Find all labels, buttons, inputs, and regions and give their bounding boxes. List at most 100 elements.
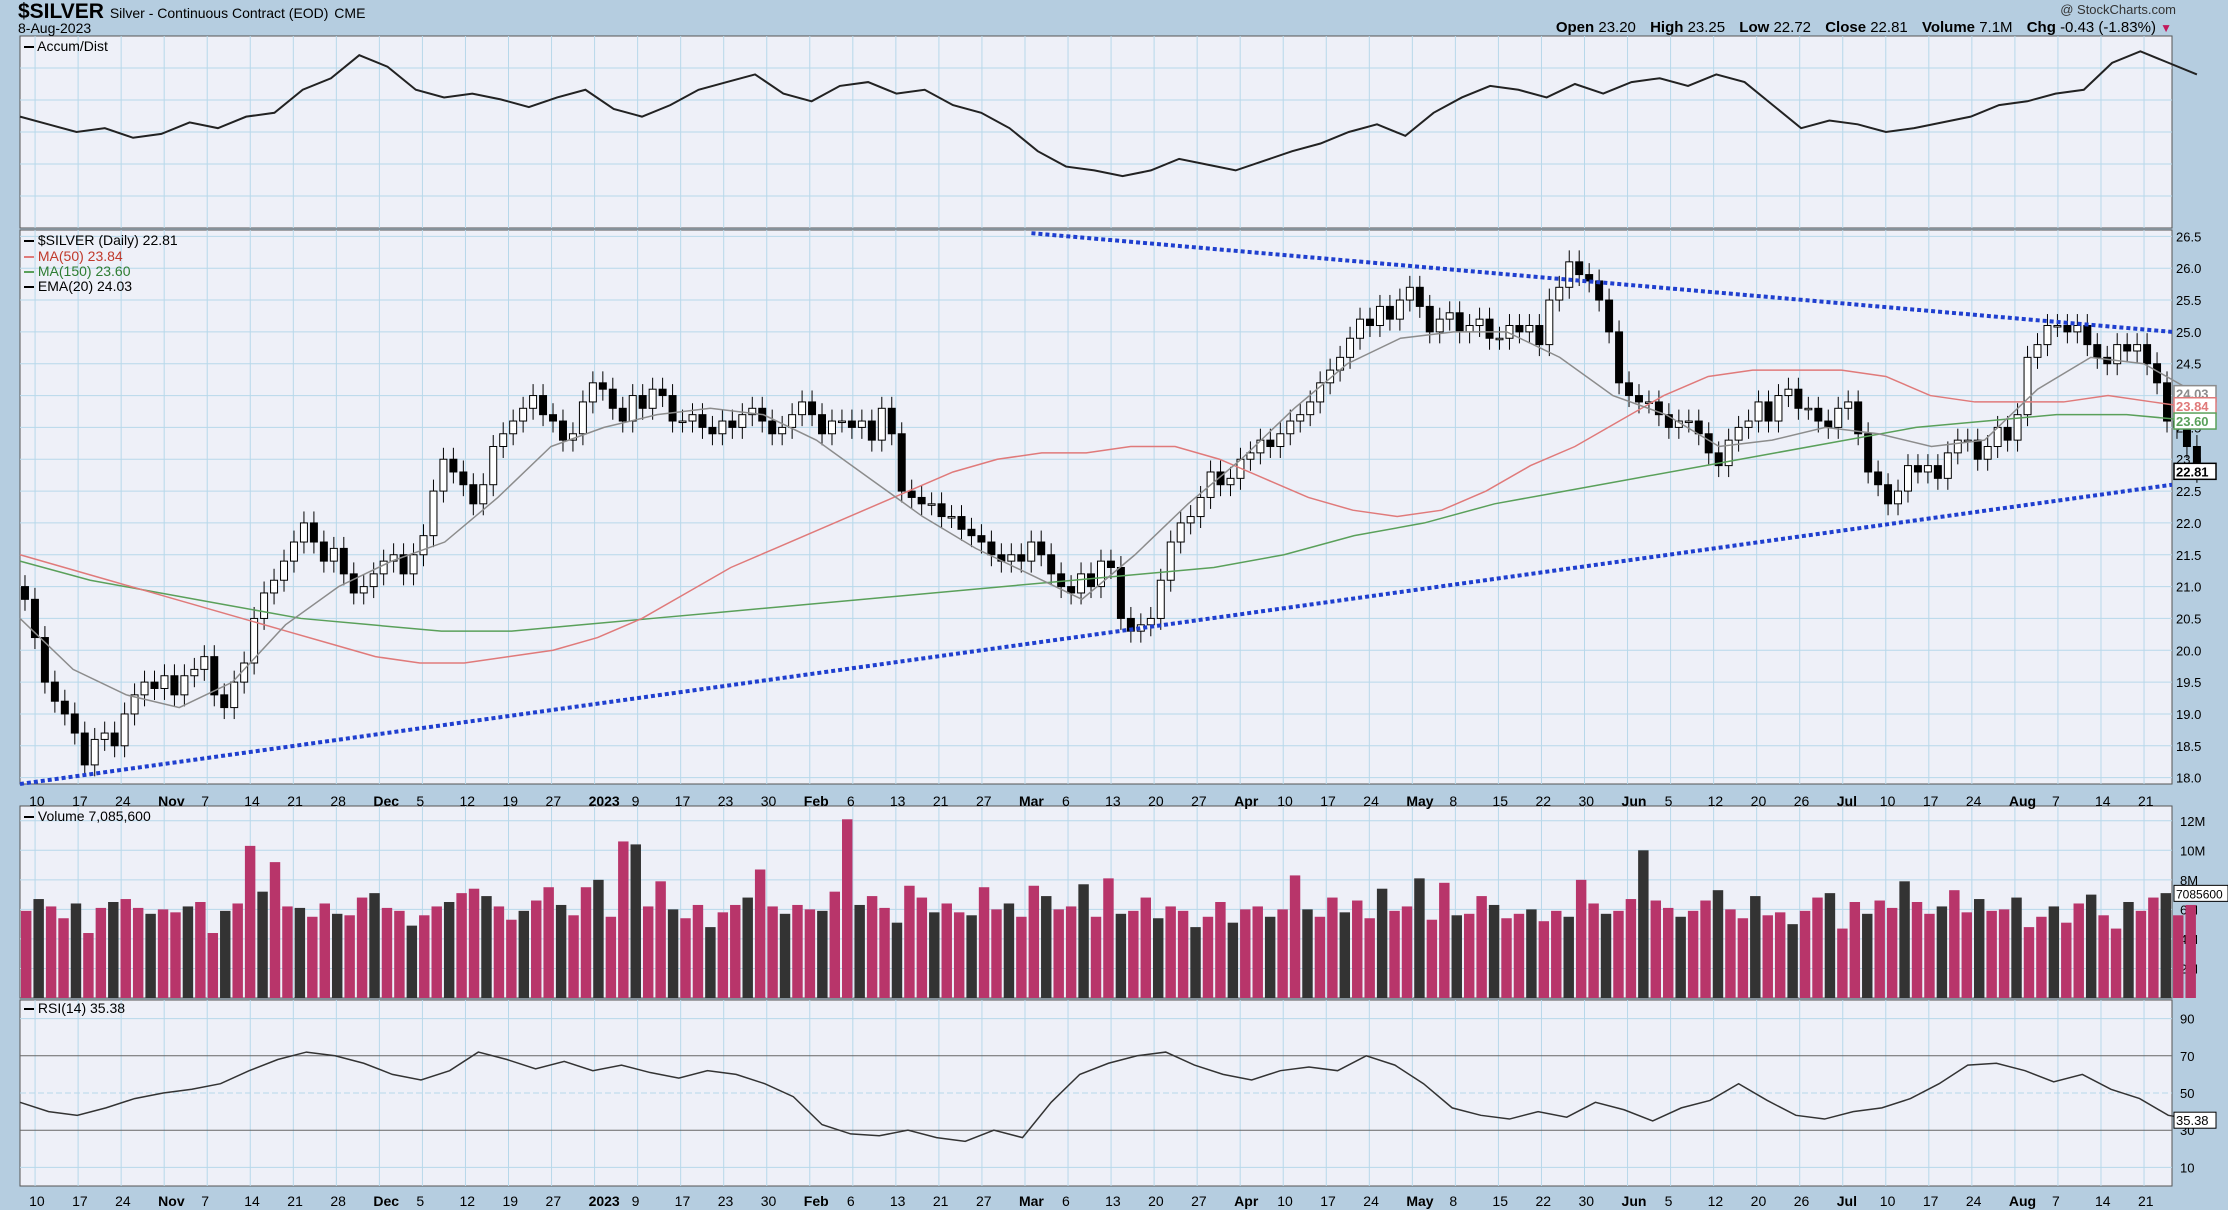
candle-body: [549, 414, 558, 422]
volume-bar: [891, 922, 903, 998]
legend-rsi-label: RSI(14) 35.38: [37, 1000, 126, 1016]
price-tick-label: 25.0: [2176, 325, 2201, 340]
date-label: 30: [761, 793, 777, 809]
symbol-description: Silver - Continuous Contract (EOD): [109, 5, 329, 21]
volume-bar: [1961, 912, 1972, 998]
volume-bar: [95, 907, 107, 998]
volume-bar: [1712, 890, 1724, 998]
high-value: 23.25: [1687, 19, 1726, 36]
candle-body: [1435, 318, 1444, 333]
candle-body: [1445, 312, 1454, 320]
candle-body: [2113, 344, 2122, 365]
volume-bar: [1911, 902, 1923, 998]
date-label: 13: [1105, 793, 1121, 809]
candle-body: [1983, 446, 1992, 460]
volume-bar: [531, 900, 542, 998]
candle-body: [1077, 573, 1086, 594]
volume-bar: [1750, 896, 1761, 998]
watermark: @ StockCharts.com: [2060, 2, 2176, 17]
date-label-bottom: 30: [761, 1193, 777, 1209]
candle-body: [349, 573, 358, 594]
volume-bar: [120, 899, 131, 998]
candle-body: [1415, 286, 1424, 307]
volume-bar: [1638, 850, 1649, 998]
volume-bar: [307, 916, 318, 998]
volume-tick-label: 12M: [2180, 814, 2205, 829]
date-label: Mar: [1019, 793, 1044, 809]
candle-body: [150, 681, 159, 689]
date-label: 20: [1148, 793, 1164, 809]
volume-bar: [742, 897, 753, 998]
candle-body: [628, 395, 637, 422]
rsi-tag-label: 35.38: [2176, 1113, 2209, 1128]
panel-price: [19, 229, 2173, 785]
date-label: Apr: [1234, 793, 1259, 809]
date-label-bottom: 10: [1277, 1193, 1293, 1209]
candle-body: [1764, 401, 1773, 422]
candle-body: [369, 573, 378, 588]
price-tick-label: 25.5: [2176, 293, 2201, 308]
volume-bar: [1451, 915, 1462, 998]
date-label: 24: [1966, 793, 1982, 809]
date-label-bottom: 27: [1191, 1193, 1207, 1209]
volume-bar: [1190, 927, 1201, 998]
date-label-bottom: 13: [1105, 1193, 1121, 1209]
volume-bar: [630, 844, 641, 998]
ohlc-readout: Open 23.20 High 23.25 Low 22.72 Close 22…: [1546, 19, 2172, 36]
candle-body: [90, 738, 99, 766]
candle-body: [2083, 325, 2092, 346]
candle-body: [1176, 522, 1185, 543]
candle-body: [1156, 579, 1165, 619]
candle-body: [1087, 573, 1096, 588]
candle-body: [1854, 401, 1863, 435]
date-label: 7: [2052, 793, 2060, 809]
candle-body: [80, 732, 89, 766]
volume-bar: [1563, 916, 1574, 998]
volume-bar: [58, 918, 69, 998]
close-label: Close: [1825, 19, 1867, 36]
candle-body: [100, 732, 109, 740]
volume-bar: [331, 913, 343, 998]
candle-body: [1884, 484, 1893, 505]
date-label-bottom: 27: [546, 1193, 562, 1209]
candle-body: [917, 496, 926, 505]
volume-bar: [319, 903, 330, 998]
volume-bar: [1737, 918, 1749, 998]
candle-body: [479, 484, 488, 505]
candle-body: [1405, 286, 1414, 301]
price-tag-label: 22.81: [2176, 464, 2209, 479]
close-value: 22.81: [1870, 19, 1908, 36]
date-label-bottom: 20: [1148, 1193, 1164, 1209]
volume-bar: [1787, 924, 1798, 998]
volume-bar: [381, 907, 393, 998]
date-label: 17: [1923, 793, 1939, 809]
volume-bar: [1725, 909, 1736, 998]
volume-bar: [866, 896, 878, 998]
legend-volume-label: Volume 7,085,600: [37, 808, 151, 824]
candle-body: [1844, 401, 1853, 409]
candle-body: [2103, 356, 2112, 365]
date-label: 15: [1492, 793, 1508, 809]
date-label-bottom: Jul: [1837, 1193, 1857, 1209]
legend-rsi: RSI(14) 35.38: [24, 1000, 125, 1016]
date-label: 5: [1665, 793, 1673, 809]
candle-body: [319, 541, 328, 562]
candle-body: [987, 541, 996, 556]
volume-bar: [1986, 910, 1997, 998]
volume-bar: [916, 897, 928, 998]
candle-body: [70, 713, 79, 734]
volume-bar: [369, 893, 380, 998]
volume-bar: [1177, 910, 1189, 998]
volume-bar: [1998, 909, 2010, 998]
candle-body: [708, 426, 717, 435]
date-label-bottom: May: [1406, 1193, 1433, 1209]
ma50-line: [19, 369, 2198, 664]
candle-body: [120, 713, 129, 747]
candle-body: [738, 414, 747, 428]
candle-body: [2003, 426, 2012, 441]
volume-bar: [1215, 902, 1226, 998]
candle-body: [2063, 325, 2072, 333]
candle-body: [1365, 318, 1374, 327]
date-label: Aug: [2009, 793, 2036, 809]
